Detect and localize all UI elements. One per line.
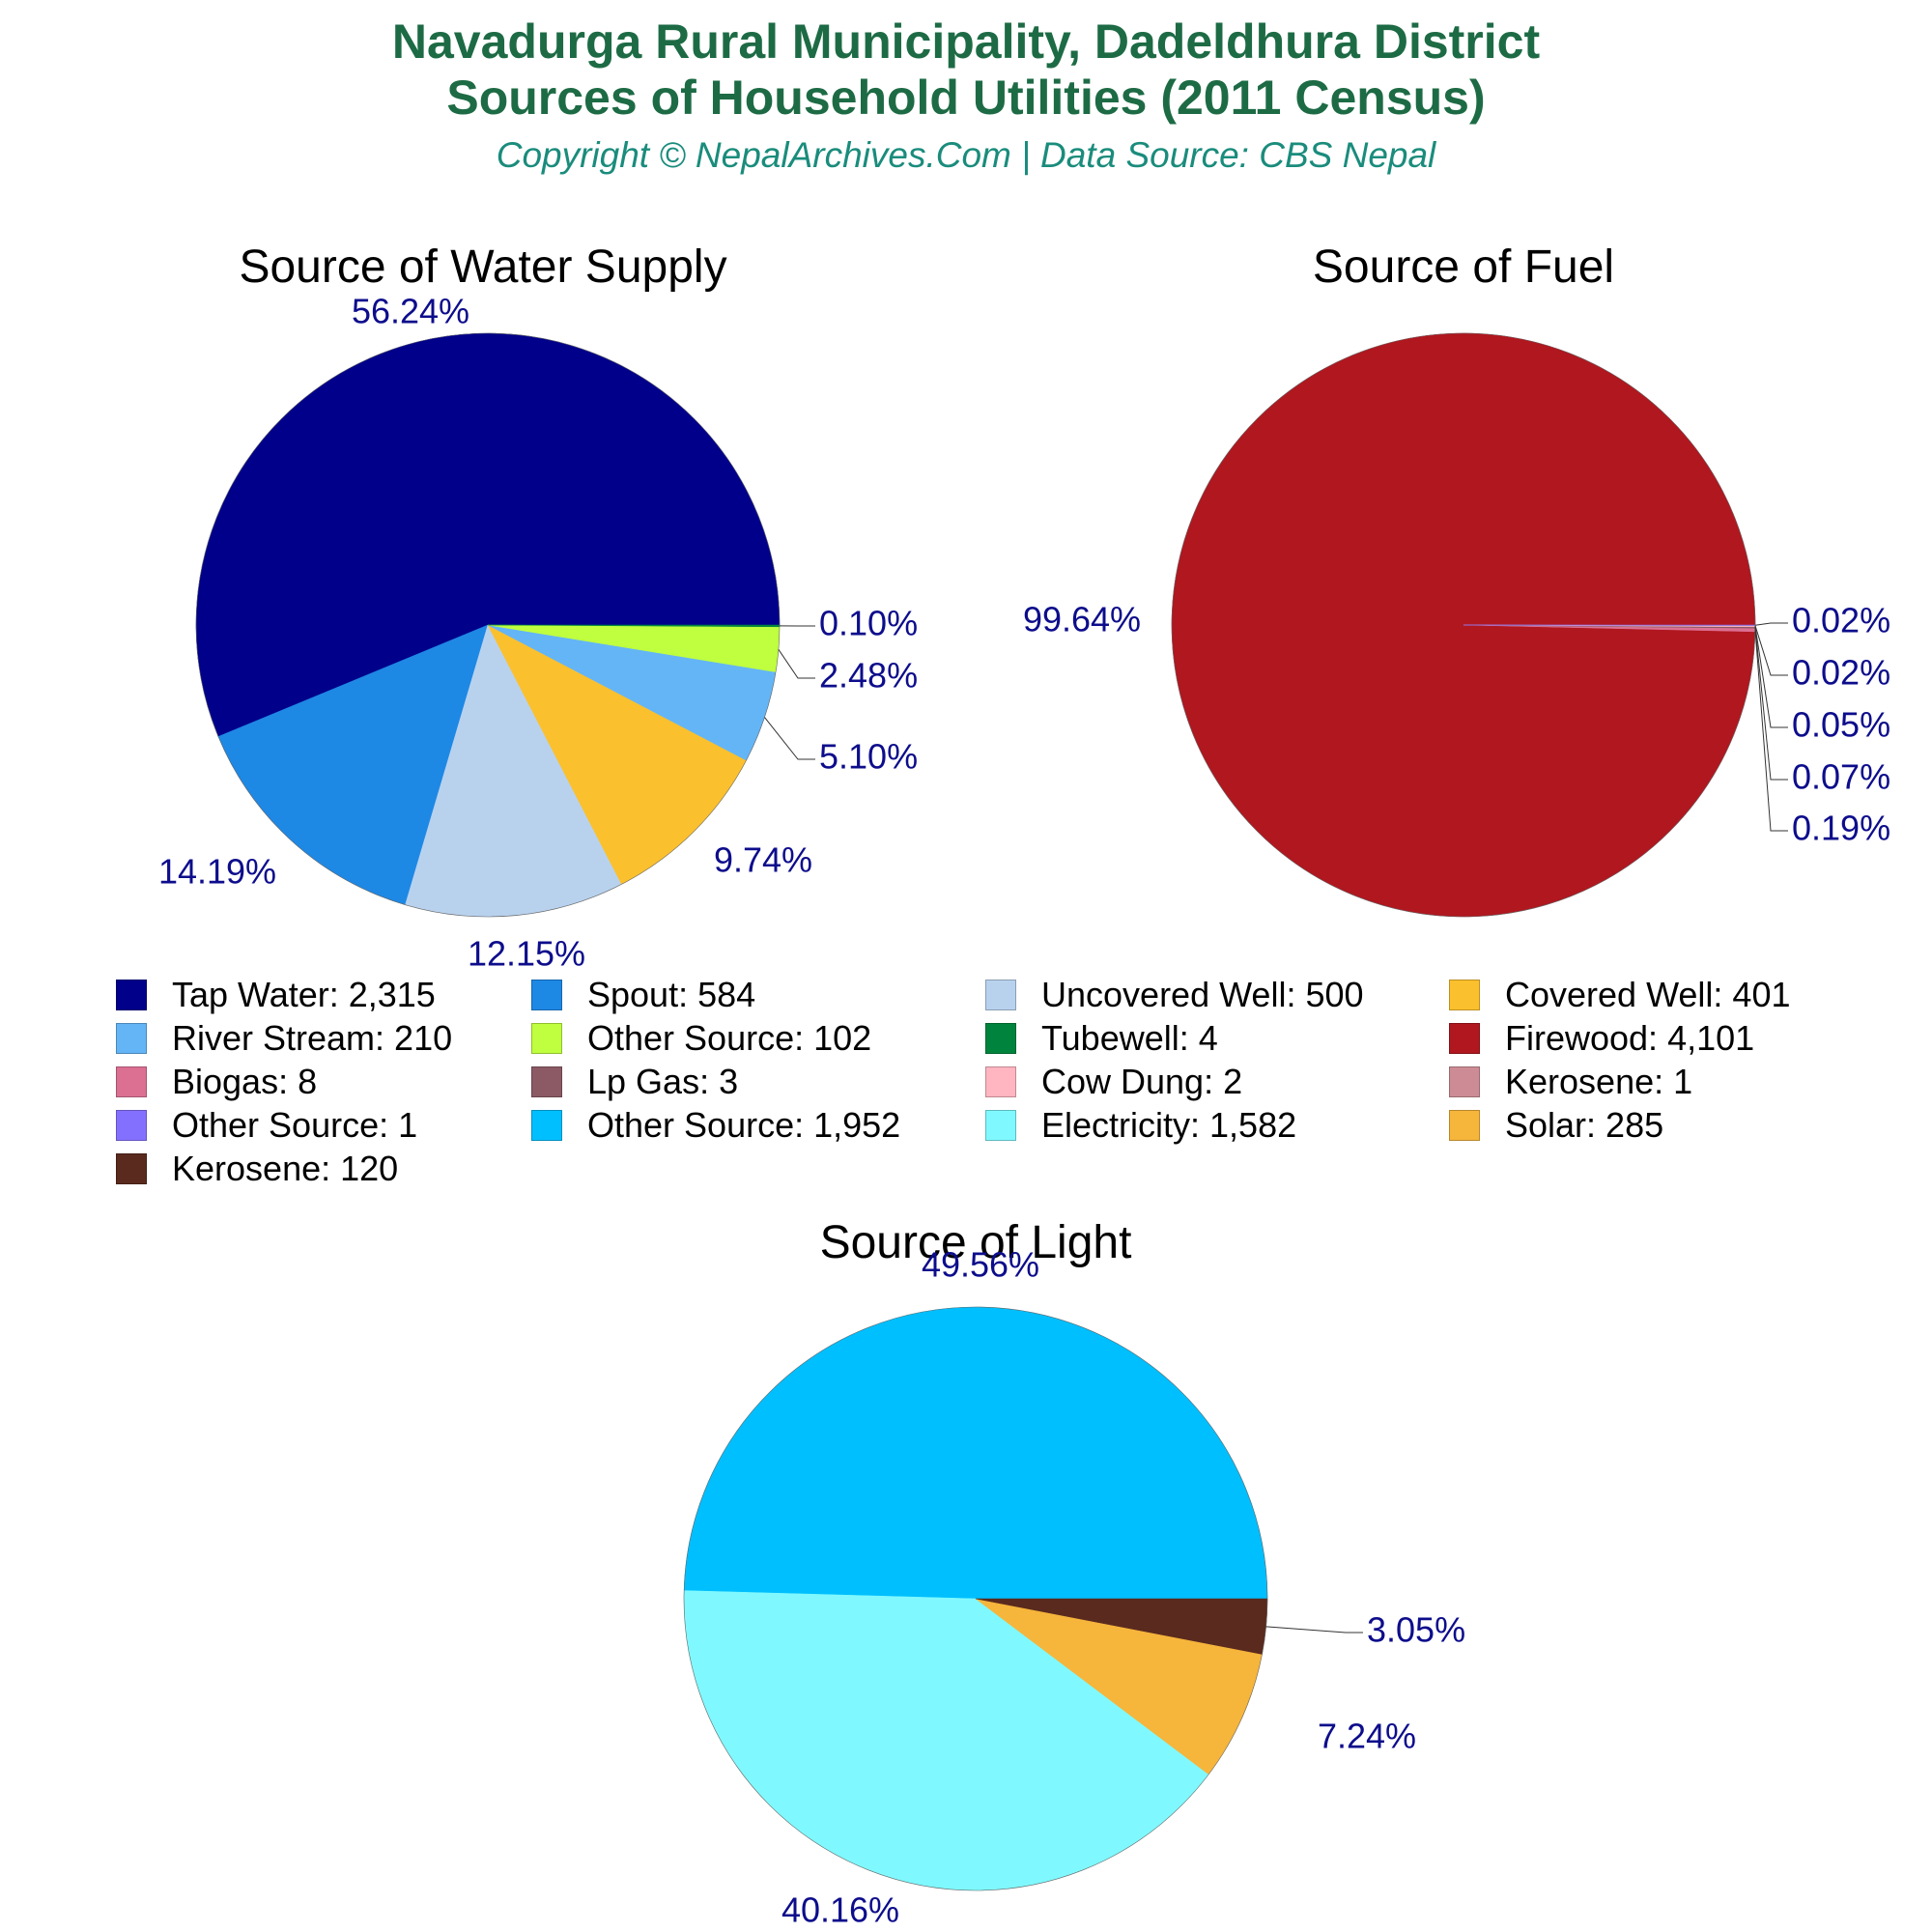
legend-label: Firewood: 4,101 [1505, 1018, 1755, 1058]
legend-label: Other Source: 1,952 [587, 1105, 901, 1145]
legend-swatch [531, 1023, 562, 1054]
chart-title-line-1: Navadurga Rural Municipality, Dadeldhura… [391, 14, 1541, 69]
legend-item: Covered Well: 401 [1449, 974, 1791, 1016]
legend-label: Lp Gas: 3 [587, 1062, 739, 1101]
legend-swatch [116, 1023, 147, 1054]
legend-swatch [1449, 1110, 1480, 1141]
legend-item: Electricity: 1,582 [985, 1104, 1296, 1147]
slice-percent-label: 3.05% [1367, 1610, 1465, 1650]
label-leader-line [1754, 627, 1788, 781]
legend-item: Solar: 285 [1449, 1104, 1663, 1147]
legend-label: Uncovered Well: 500 [1041, 975, 1364, 1014]
legend-swatch [985, 1066, 1016, 1097]
legend-swatch [116, 1153, 147, 1184]
label-leader-line [1754, 625, 1788, 676]
slice-percent-label: 0.07% [1792, 757, 1890, 797]
legend-item: Cow Dung: 2 [985, 1061, 1242, 1103]
legend-swatch [985, 1110, 1016, 1141]
slice-percent-label: 0.02% [1792, 601, 1890, 640]
legend-item: Kerosene: 1 [1449, 1061, 1692, 1103]
legend-label: Biogas: 8 [172, 1062, 318, 1101]
legend-swatch [531, 980, 562, 1010]
chart-title-line-2: Sources of Household Utilities (2011 Cen… [446, 71, 1486, 125]
legend-item: Other Source: 102 [531, 1017, 871, 1060]
legend-label: Tubewell: 4 [1041, 1018, 1218, 1058]
legend-label: River Stream: 210 [172, 1018, 453, 1058]
legend-swatch [116, 1110, 147, 1141]
legend-swatch [116, 980, 147, 1010]
pie-chart-source-of-fuel: Source of Fuel 99.64% 0.19% 0.07% 0.05% 0.02%… [1023, 242, 1890, 918]
slice-percent-label: 2.48% [819, 656, 918, 696]
legend-item: Lp Gas: 3 [531, 1061, 738, 1103]
legend-label: Cow Dung: 2 [1041, 1062, 1243, 1101]
legend-item: River Stream: 210 [116, 1017, 452, 1060]
legend-swatch [985, 1023, 1016, 1054]
slice-percent-label: 5.10% [819, 737, 918, 777]
slice-percent-label: 9.74% [714, 840, 812, 880]
label-leader-line [1754, 630, 1788, 832]
legend-label: Spout: 584 [587, 975, 756, 1014]
slice-percent-label: 0.02% [1792, 653, 1890, 693]
slice-percent-label: 56.24% [352, 292, 469, 331]
legend-label: Other Source: 1 [172, 1105, 418, 1145]
label-leader-line [1265, 1626, 1363, 1634]
legend-swatch [531, 1110, 562, 1141]
label-leader-line [1754, 622, 1788, 626]
legend-swatch [1449, 1023, 1480, 1054]
legend-swatch [116, 1066, 147, 1097]
label-leader-line [764, 717, 815, 760]
slice-percent-label: 7.24% [1318, 1717, 1416, 1756]
slice-percent-label: 40.16% [781, 1890, 899, 1930]
legend-label: Solar: 285 [1505, 1105, 1664, 1145]
pie-outline [195, 332, 781, 918]
legend-label: Covered Well: 401 [1505, 975, 1791, 1014]
label-leader-line [1754, 626, 1788, 728]
legend-item: Kerosene: 120 [116, 1148, 398, 1190]
pie-title: Source of Water Supply [239, 242, 726, 293]
pie-outline [683, 1306, 1268, 1891]
legend-item: Other Source: 1,952 [531, 1104, 900, 1147]
legend-label: Tap Water: 2,315 [172, 975, 436, 1014]
label-leader-line [778, 649, 815, 679]
legend-item: Uncovered Well: 500 [985, 974, 1364, 1016]
legend-label: Kerosene: 1 [1505, 1062, 1693, 1101]
legend-item: Firewood: 4,101 [1449, 1017, 1754, 1060]
slice-percent-label: 0.10% [819, 604, 918, 643]
pie-slice-other-source [683, 1306, 1268, 1600]
legend-swatch [985, 980, 1016, 1010]
legend-swatch [531, 1066, 562, 1097]
pie-title: Source of Light [820, 1217, 1132, 1268]
legend-item: Other Source: 1 [116, 1104, 417, 1147]
slice-percent-label: 99.64% [1023, 600, 1141, 639]
slice-percent-label: 49.56% [922, 1245, 1039, 1285]
legend-item: Tap Water: 2,315 [116, 974, 436, 1016]
legend-label: Kerosene: 120 [172, 1149, 399, 1188]
slice-percent-label: 0.05% [1792, 705, 1890, 745]
legend-swatch [1449, 1066, 1480, 1097]
slice-percent-label: 0.19% [1792, 809, 1890, 848]
legend-swatch [1449, 980, 1480, 1010]
legend-item: Spout: 584 [531, 974, 755, 1016]
slice-percent-label: 12.15% [468, 934, 585, 974]
slice-percent-label: 14.19% [158, 852, 276, 892]
pie-title: Source of Fuel [1313, 242, 1614, 293]
chart-subtitle: Copyright © NepalArchives.Com | Data Sou… [496, 135, 1436, 175]
legend-label: Other Source: 102 [587, 1018, 872, 1058]
legend-item: Tubewell: 4 [985, 1017, 1218, 1060]
legend-label: Electricity: 1,582 [1041, 1105, 1297, 1145]
chart-header: Navadurga Rural Municipality, Dadeldhura… [0, 0, 1932, 178]
legend-item: Biogas: 8 [116, 1061, 317, 1103]
